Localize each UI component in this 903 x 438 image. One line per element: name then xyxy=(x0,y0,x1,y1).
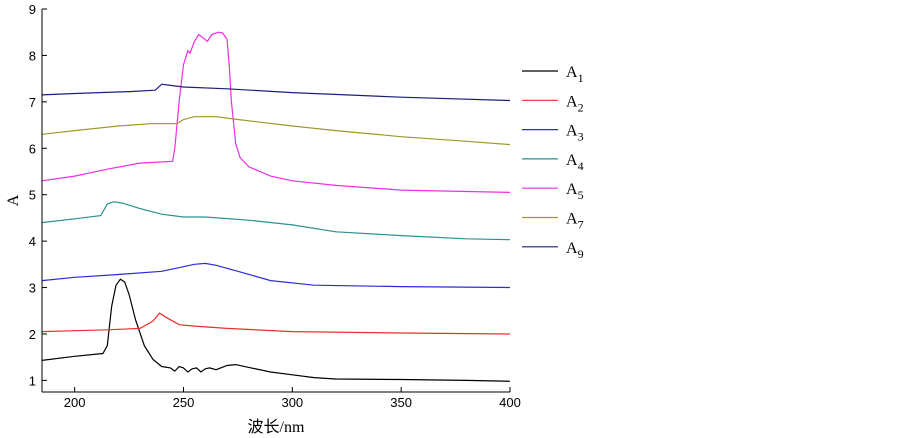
x-tick-label: 300 xyxy=(281,395,303,410)
series-line-a3 xyxy=(41,262,511,289)
y-tick-label: 1 xyxy=(29,373,36,388)
y-tick-label: 3 xyxy=(29,281,36,296)
y-axis-label: A xyxy=(5,194,22,206)
x-tick-label: 350 xyxy=(390,395,412,410)
x-axis-label: 波长/nm xyxy=(248,418,305,436)
x-tick-label: 400 xyxy=(499,395,521,410)
legend: A1 A2 A3 A4 A5 A7 A9 xyxy=(522,64,584,261)
series-line-a2 xyxy=(41,312,511,335)
legend-entry: A1 xyxy=(566,64,584,85)
y-tick-label: 2 xyxy=(29,327,36,342)
legend-entry: A4 xyxy=(566,152,584,173)
tick-labels: 200 250 300 350 400 1 2 3 4 5 6 7 8 9 xyxy=(29,2,521,410)
axes xyxy=(41,8,511,393)
legend-entry: A7 xyxy=(566,211,584,232)
legend-entry: A9 xyxy=(566,240,584,261)
series-line-a9 xyxy=(41,83,511,102)
series-line-a4 xyxy=(41,201,511,241)
y-tick-label: 7 xyxy=(29,95,36,110)
legend-entry: A2 xyxy=(566,93,584,114)
y-tick-label: 9 xyxy=(29,2,36,17)
series-line-a5 xyxy=(41,31,511,193)
series-line-a1 xyxy=(41,278,511,382)
y-tick-label: 8 xyxy=(29,48,36,63)
y-tick-label: 5 xyxy=(29,188,36,203)
legend-entry: A5 xyxy=(566,181,584,202)
y-tick-label: 4 xyxy=(29,234,36,249)
x-tick-label: 250 xyxy=(173,395,195,410)
x-tick-label: 200 xyxy=(64,395,86,410)
series-line-a7 xyxy=(41,116,511,146)
plot-area xyxy=(41,31,511,382)
legend-entry: A3 xyxy=(566,123,584,144)
y-tick-label: 6 xyxy=(29,141,36,156)
